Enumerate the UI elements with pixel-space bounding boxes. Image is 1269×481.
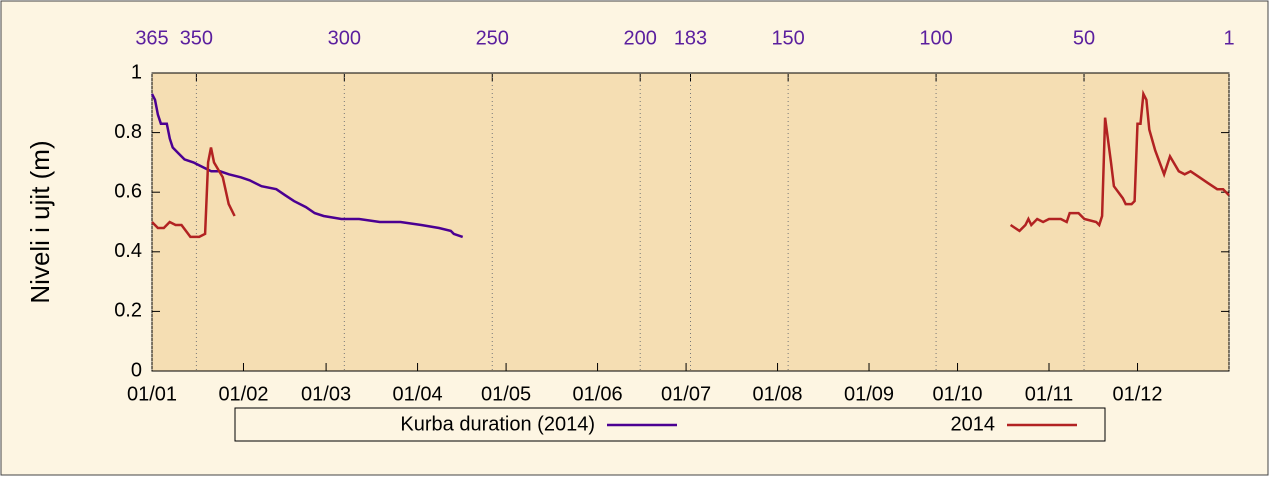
x2-tick-label: 150 — [771, 27, 804, 49]
y-tick-label: 0.4 — [114, 240, 142, 262]
y-tick-label: 0.2 — [114, 300, 142, 322]
x2-tick-label: 200 — [624, 27, 657, 49]
x-tick-label: 01/02 — [218, 383, 268, 405]
x-tick-label: 01/05 — [481, 383, 531, 405]
legend-label: Kurba duration (2014) — [400, 413, 595, 435]
x2-tick-label: 250 — [476, 27, 509, 49]
x-tick-label: 01/08 — [753, 383, 803, 405]
x2-tick-label: 50 — [1073, 27, 1095, 49]
legend-label: 2014 — [951, 413, 996, 435]
y-tick-label: 0.6 — [114, 180, 142, 202]
y-tick-label: 0.8 — [114, 121, 142, 143]
x-tick-label: 01/01 — [127, 383, 177, 405]
x-tick-label: 01/06 — [573, 383, 623, 405]
x2-tick-label: 100 — [919, 27, 952, 49]
x-tick-label: 01/09 — [844, 383, 894, 405]
x2-tick-label: 1 — [1223, 27, 1234, 49]
y-tick-label: 0 — [131, 359, 142, 381]
series-line — [151, 89, 1230, 239]
x2-tick-label: 183 — [674, 27, 707, 49]
x-tick-label: 01/10 — [933, 383, 983, 405]
y-tick-label: 1 — [131, 61, 142, 83]
y-axis-label: Niveli i ujit (m) — [25, 140, 55, 303]
x-tick-label: 01/07 — [661, 383, 711, 405]
x-tick-label: 01/12 — [1112, 383, 1162, 405]
x-tick-label: 01/03 — [301, 383, 351, 405]
x-tick-label: 01/04 — [393, 383, 443, 405]
series-line — [150, 93, 464, 239]
x-tick-label: 01/11 — [1025, 383, 1074, 405]
x2-tick-label: 365 — [135, 27, 168, 49]
x2-tick-label: 300 — [328, 27, 361, 49]
x2-tick-label: 350 — [180, 27, 213, 49]
